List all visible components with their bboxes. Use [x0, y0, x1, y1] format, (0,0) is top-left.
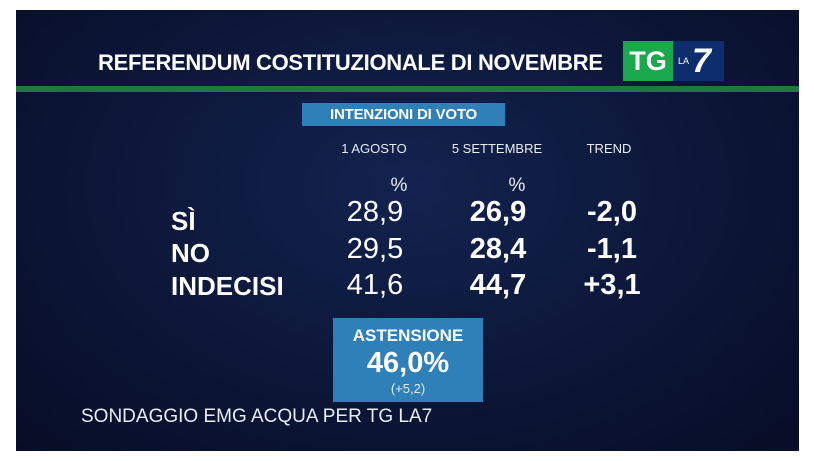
astensione-label: ASTENSIONE — [352, 326, 464, 345]
row-label-indecisi: INDECISI — [171, 271, 284, 301]
value-si-settembre: 26,9 — [469, 196, 527, 228]
logo-la7: LA 7 — [673, 41, 724, 81]
astensione-value: 46,0% — [366, 347, 450, 379]
value-indecisi-settembre: 44,7 — [469, 269, 527, 301]
header-divider — [16, 86, 799, 92]
value-indecisi-trend: +3,1 — [583, 269, 641, 301]
value-no-agosto: 29,5 — [346, 233, 404, 265]
value-si-agosto: 28,9 — [346, 196, 404, 228]
unit-agosto: % — [390, 175, 408, 196]
column-header-agosto: 1 AGOSTO — [341, 141, 407, 156]
page-title: REFERENDUM COSTITUZIONALE DI NOVEMBRE — [98, 50, 603, 75]
value-no-settembre: 28,4 — [469, 233, 527, 265]
value-si-trend: -2,0 — [587, 196, 637, 228]
row-label-no: NO — [171, 238, 210, 268]
row-label-si: SÌ — [171, 206, 196, 236]
tv-screen: REFERENDUM COSTITUZIONALE DI NOVEMBRE TG… — [16, 10, 799, 451]
astensione-trend: (+5,2) — [390, 381, 426, 396]
value-indecisi-agosto: 41,6 — [346, 269, 404, 301]
logo-la-text: LA — [678, 56, 690, 66]
tg-la7-logo: TG LA 7 — [623, 41, 724, 81]
column-header-trend: TREND — [586, 141, 632, 156]
source-caption: SONDAGGIO EMG ACQUA PER TG LA7 — [81, 406, 433, 427]
astensione-box: ASTENSIONE 46,0% (+5,2) — [333, 318, 483, 402]
section-subtitle: INTENZIONI DI VOTO — [302, 103, 505, 126]
value-no-trend: -1,1 — [587, 233, 637, 265]
logo-tg: TG — [623, 41, 673, 81]
unit-settembre: % — [508, 175, 526, 196]
logo-seven-text: 7 — [692, 42, 711, 80]
column-header-settembre: 5 SETTEMBRE — [451, 141, 543, 156]
